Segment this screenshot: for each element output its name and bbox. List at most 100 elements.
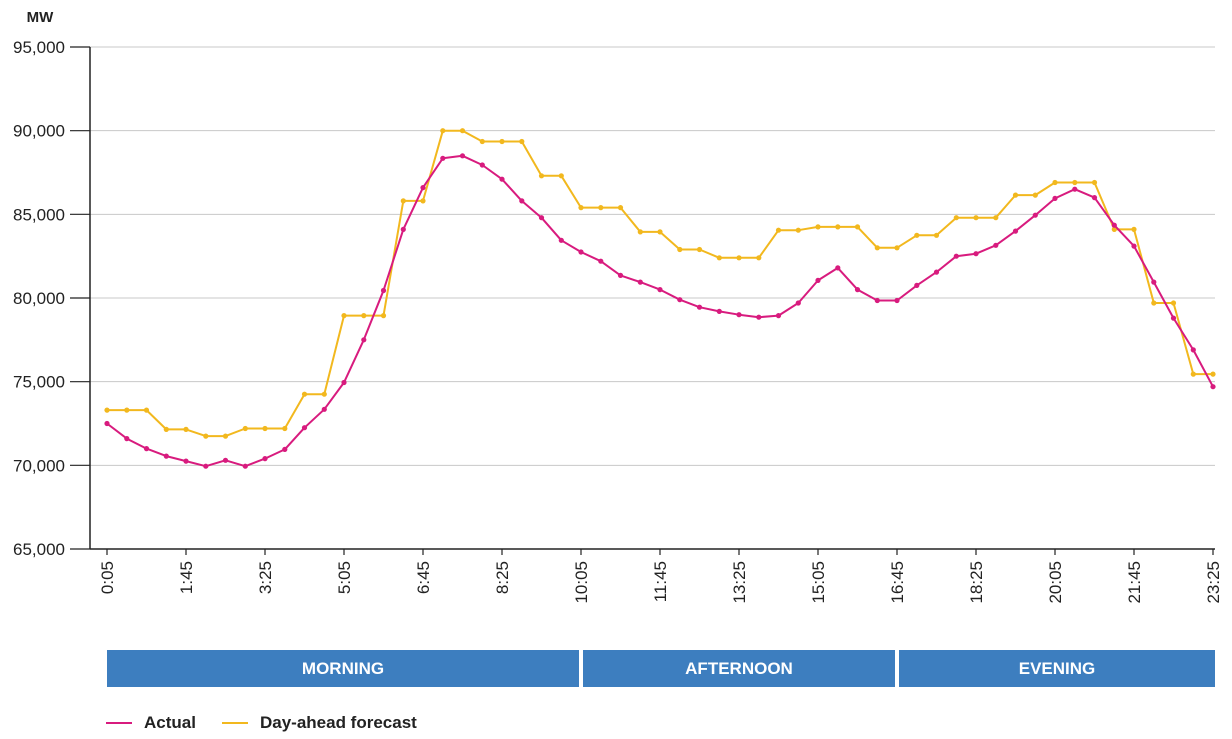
data-point-actual	[1210, 384, 1216, 390]
y-tick-label: 75,000	[13, 373, 65, 392]
data-point-actual	[400, 226, 406, 232]
data-point-day-ahead-forecast	[835, 224, 841, 230]
data-point-day-ahead-forecast	[973, 215, 979, 221]
data-point-day-ahead-forecast	[1210, 371, 1216, 377]
y-tick-label: 95,000	[13, 38, 65, 57]
data-point-day-ahead-forecast	[321, 391, 327, 397]
x-axis: 0:05 1:45 3:25 5:05 6:45 8:25 10:05 11:45 13:25 1…	[90, 548, 1223, 604]
data-point-day-ahead-forecast	[716, 255, 722, 261]
data-point-actual	[756, 314, 762, 320]
period-band-morning	[107, 650, 579, 687]
legend-item-actual: Actual	[106, 713, 196, 733]
data-point-actual	[1012, 228, 1019, 234]
data-point-actual	[795, 300, 801, 306]
x-tick-label: 0:05	[98, 561, 117, 594]
data-point-day-ahead-forecast	[1032, 192, 1038, 198]
data-point-day-ahead-forecast	[222, 433, 229, 439]
data-point-actual	[716, 308, 722, 314]
data-point-actual	[953, 253, 959, 259]
data-point-day-ahead-forecast	[262, 425, 268, 432]
data-point-day-ahead-forecast	[143, 407, 150, 413]
x-tick-label: 10:05	[572, 561, 591, 604]
x-tick-label: 20:05	[1046, 561, 1065, 604]
data-point-day-ahead-forecast	[775, 227, 782, 233]
data-point-actual	[301, 425, 308, 431]
data-point-actual	[815, 277, 821, 283]
data-point-actual	[914, 282, 920, 288]
x-tick-label: 6:45	[414, 561, 433, 594]
series-day-ahead-forecast	[104, 128, 1216, 439]
data-point-day-ahead-forecast	[203, 433, 209, 439]
data-point-day-ahead-forecast	[1131, 226, 1137, 232]
data-point-actual	[124, 436, 130, 442]
data-point-actual	[677, 297, 683, 303]
data-point-day-ahead-forecast	[1151, 300, 1157, 306]
y-tick-label: 70,000	[13, 456, 65, 475]
data-point-actual	[1052, 195, 1058, 201]
data-point-day-ahead-forecast	[282, 425, 288, 432]
data-point-day-ahead-forecast	[1052, 179, 1058, 186]
data-point-actual	[163, 453, 169, 459]
legend: Actual Day-ahead forecast	[106, 713, 443, 733]
data-point-actual	[203, 463, 209, 469]
legend-label-forecast: Day-ahead forecast	[259, 713, 417, 732]
data-point-day-ahead-forecast	[459, 128, 466, 134]
data-point-actual	[598, 258, 604, 264]
data-point-day-ahead-forecast	[440, 128, 446, 134]
data-point-day-ahead-forecast	[1111, 226, 1117, 232]
data-point-actual	[1032, 212, 1038, 218]
data-point-day-ahead-forecast	[736, 255, 742, 261]
data-point-day-ahead-forecast	[104, 407, 110, 413]
y-tick-label: 85,000	[13, 205, 65, 224]
data-point-day-ahead-forecast	[124, 407, 130, 413]
data-point-day-ahead-forecast	[1170, 300, 1177, 306]
data-point-day-ahead-forecast	[1072, 179, 1078, 186]
period-label-afternoon: AFTERNOON	[685, 659, 793, 678]
data-point-actual	[835, 265, 841, 271]
data-point-actual	[538, 215, 545, 221]
legend-swatch-actual	[106, 722, 132, 724]
data-point-actual	[696, 304, 703, 310]
legend-item-forecast: Day-ahead forecast	[221, 713, 417, 733]
period-band-afternoon	[583, 650, 895, 687]
series-line-day-ahead-forecast	[107, 129, 1213, 438]
data-point-day-ahead-forecast	[301, 391, 308, 397]
data-point-actual	[657, 287, 663, 293]
data-point-actual	[578, 249, 584, 255]
x-tick-label: 18:25	[967, 561, 986, 604]
data-point-actual	[321, 406, 327, 412]
period-label-evening: EVENING	[1019, 659, 1096, 678]
data-point-actual	[1131, 243, 1137, 249]
data-point-day-ahead-forecast	[1190, 371, 1196, 377]
data-point-actual	[183, 458, 189, 464]
data-point-day-ahead-forecast	[795, 227, 801, 233]
data-point-day-ahead-forecast	[242, 425, 248, 432]
x-tick-label: 3:25	[256, 561, 275, 594]
data-point-day-ahead-forecast	[183, 426, 189, 432]
data-point-day-ahead-forecast	[953, 215, 959, 221]
series-layer	[104, 128, 1216, 469]
data-point-actual	[499, 176, 505, 182]
legend-swatch-forecast	[221, 722, 248, 724]
gridlines	[90, 46, 1215, 466]
data-point-day-ahead-forecast	[894, 245, 900, 251]
data-point-day-ahead-forecast	[479, 138, 485, 145]
data-point-actual	[459, 153, 466, 159]
data-point-day-ahead-forecast	[519, 138, 525, 145]
legend-label-actual: Actual	[144, 713, 196, 732]
data-point-actual	[242, 463, 248, 469]
data-point-day-ahead-forecast	[341, 313, 347, 319]
x-tick-label: 23:25	[1204, 561, 1223, 604]
data-point-actual	[973, 251, 979, 257]
data-point-day-ahead-forecast	[380, 313, 387, 319]
y-tick-label: 80,000	[13, 289, 65, 308]
period-bands: MORNING AFTERNOON EVENING	[107, 650, 1215, 687]
data-point-day-ahead-forecast	[499, 138, 505, 145]
data-point-actual	[262, 456, 268, 462]
data-point-actual	[736, 312, 742, 318]
data-point-day-ahead-forecast	[558, 173, 564, 179]
data-point-day-ahead-forecast	[578, 205, 584, 211]
x-tick-label: 5:05	[335, 561, 354, 594]
data-point-actual	[1091, 195, 1098, 201]
